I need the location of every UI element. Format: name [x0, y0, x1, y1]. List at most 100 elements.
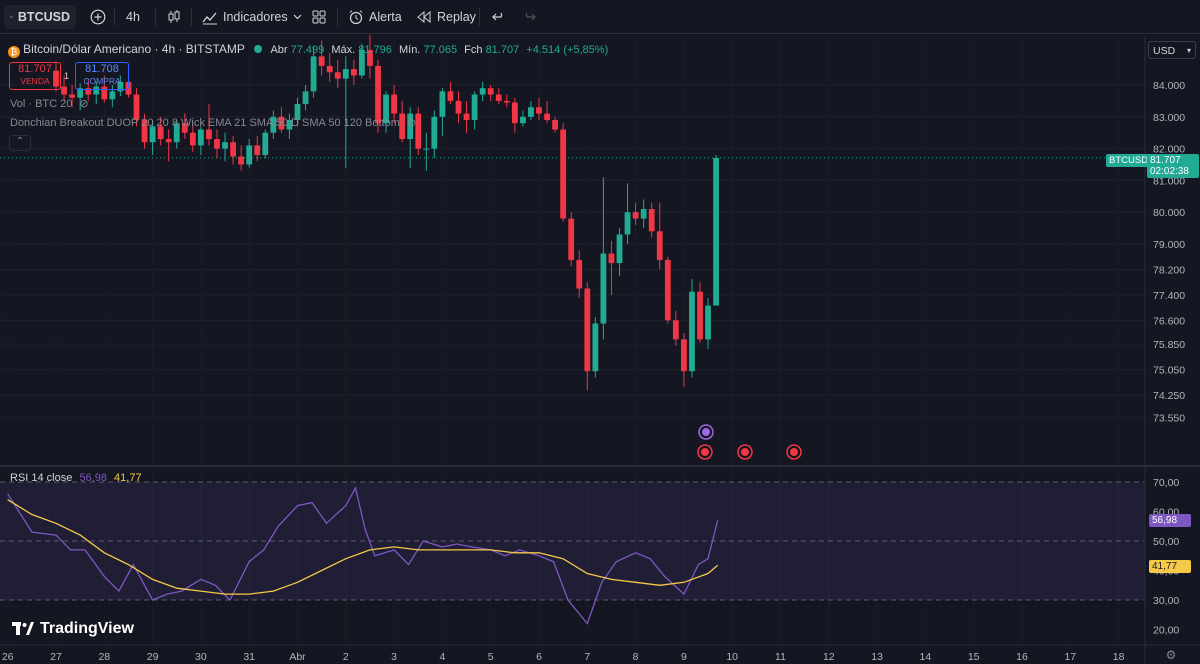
gear-icon[interactable]: ⚙	[1165, 648, 1177, 662]
candles	[53, 35, 720, 391]
undo-button[interactable]	[486, 5, 512, 29]
symbol-search-button[interactable]: BTCUSD	[4, 5, 76, 29]
rsi-ma-line	[7, 499, 719, 595]
currency-selector[interactable]: USD ▾	[1148, 41, 1196, 59]
rsi-tick-label: 70,00	[1153, 477, 1179, 489]
low-label: Mín.	[398, 44, 421, 56]
candle-body	[576, 259, 583, 289]
chart-canvas[interactable]: 84.000 83.000 82.000 81.000 80.000 79.000 78.2…	[0, 35, 1200, 664]
rsi-line	[7, 486, 719, 625]
price-tick-label: 83.000	[1153, 112, 1185, 124]
tradingview-logo-icon	[12, 622, 34, 635]
sell-price: 81.707	[18, 63, 52, 75]
time-tick-label: 2	[343, 651, 349, 663]
candle-body	[552, 119, 558, 130]
rsi-lines	[7, 486, 719, 625]
rsi-tick-label: 50,00	[1153, 536, 1179, 548]
candle-body	[61, 86, 67, 95]
alert-button[interactable]: Alerta	[342, 5, 408, 29]
candle-body	[487, 88, 494, 95]
grid-layout-icon	[312, 10, 326, 24]
collapse-legend-button[interactable]: ⌃	[9, 135, 31, 151]
toolbar-divider	[479, 8, 480, 26]
candle-body	[318, 56, 325, 66]
candle-body	[592, 323, 599, 372]
indicator-label: Donchian Breakout DUOP 20 20 8 Wick EMA …	[10, 117, 400, 129]
candle-body	[672, 320, 679, 340]
candle-body	[431, 116, 438, 149]
eye-slash-icon[interactable]: ⊘	[79, 98, 89, 110]
event-markers[interactable]	[697, 424, 802, 460]
candle-body	[181, 123, 188, 133]
tradingview-logo[interactable]: TradingView	[12, 620, 134, 638]
candle-body	[117, 81, 124, 92]
candle-body	[495, 94, 502, 101]
indicator-legend: Donchian Breakout DUOP 20 20 8 Wick EMA …	[10, 116, 416, 129]
rsi-tick-label: 20,00	[1153, 625, 1179, 637]
bitcoin-icon: ₿	[8, 46, 20, 58]
candle-body	[656, 231, 663, 260]
undo-icon	[492, 12, 503, 21]
candle-body	[471, 94, 478, 120]
candle-body	[334, 72, 341, 79]
last-price-tag: 81.707 02:02:38	[1147, 154, 1199, 178]
volume-legend: Vol · BTC 20 ⊘	[10, 97, 89, 110]
candle-body	[536, 107, 542, 114]
chevron-up-icon: ⌃	[15, 136, 25, 147]
candle-body	[479, 88, 486, 95]
candle-body	[278, 116, 285, 130]
candle-body	[294, 104, 301, 120]
lightning-event-icon	[698, 424, 714, 440]
redo-icon	[525, 12, 536, 21]
indicators-icon	[202, 12, 217, 25]
replay-label: Replay	[437, 10, 476, 24]
rsi-label: RSI 14 close	[10, 472, 73, 484]
indicators-button[interactable]: Indicadores	[196, 5, 308, 29]
candle-body	[326, 65, 333, 73]
price-tick-label: 77.400	[1153, 290, 1185, 302]
candle-body	[141, 119, 148, 143]
time-tick-label: 27	[50, 651, 62, 663]
rewind-icon	[417, 10, 431, 24]
high-value: 81.796	[358, 44, 392, 56]
candle-body	[689, 291, 695, 372]
time-tick-label: 3	[391, 651, 397, 663]
toolbar-divider	[114, 8, 115, 26]
chevron-down-icon: ▾	[1186, 46, 1191, 55]
candle-body	[189, 132, 196, 146]
candle-body	[270, 116, 277, 133]
toolbar-divider	[337, 8, 338, 26]
sell-button[interactable]: 81.707 VENDA	[9, 62, 61, 90]
candle-body	[544, 113, 550, 120]
buy-button[interactable]: 81.708 COMPRA	[75, 62, 129, 90]
eye-slash-icon[interactable]: ⊘	[406, 117, 417, 129]
grid	[0, 35, 1145, 645]
symbol-price-tag: BTCUSD	[1106, 154, 1152, 167]
candle-body	[423, 148, 430, 150]
lightning-event-icon-dot	[702, 428, 710, 436]
time-tick-label: Abr	[289, 651, 306, 663]
candle-body	[503, 100, 510, 103]
candle-body	[640, 209, 647, 219]
market-open-dot	[253, 45, 262, 53]
replay-button[interactable]: Replay	[410, 5, 482, 29]
compare-button[interactable]	[84, 5, 112, 29]
price-tick-label: 75.850	[1153, 339, 1185, 351]
layouts-button[interactable]	[305, 5, 333, 29]
time-tick-label: 15	[968, 651, 980, 663]
series-title: Bitcoin/Dólar Americano · 4h · BITSTAMP	[23, 42, 245, 56]
candle-body	[214, 139, 220, 149]
candle-body	[705, 305, 711, 340]
candle-body	[222, 142, 228, 149]
interval-button[interactable]: 4h	[120, 5, 146, 29]
candle-body	[165, 139, 172, 143]
redo-button[interactable]	[516, 5, 542, 29]
candle-body	[560, 129, 567, 219]
candle-body	[246, 145, 253, 165]
price-tick-label: 84.000	[1153, 80, 1185, 92]
chart-type-button[interactable]	[160, 5, 188, 29]
rsi-ma-value: 41,77	[114, 472, 142, 484]
price-tick-label: 74.250	[1153, 390, 1185, 402]
time-tick-label: 30	[195, 651, 207, 663]
time-tick-label: 13	[871, 651, 883, 663]
